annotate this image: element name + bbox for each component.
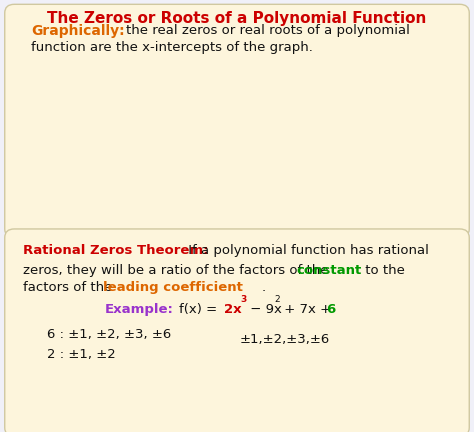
Text: If a polynomial function has rational: If a polynomial function has rational <box>184 244 429 257</box>
Text: Graphically:: Graphically: <box>31 24 125 38</box>
Text: function are the x-intercepts of the graph.: function are the x-intercepts of the gra… <box>31 41 313 54</box>
Text: The Zeros or Roots of a Polynomial Function: The Zeros or Roots of a Polynomial Funct… <box>47 11 427 26</box>
Text: 6: 6 <box>326 303 336 316</box>
Text: Zeros: Zeros <box>257 89 293 99</box>
Text: 2 : ±1, ±2: 2 : ±1, ±2 <box>47 348 116 361</box>
Text: zeros, they will be a ratio of the factors of the: zeros, they will be a ratio of the facto… <box>23 264 332 276</box>
Text: factors of the: factors of the <box>23 281 117 294</box>
Text: + 7x +: + 7x + <box>280 303 335 316</box>
Text: f(x) =: f(x) = <box>179 303 221 316</box>
Text: leading coefficient: leading coefficient <box>103 281 243 294</box>
Text: to the: to the <box>361 264 405 276</box>
Text: Rational Zeros Theorem:: Rational Zeros Theorem: <box>23 244 208 257</box>
Text: 2: 2 <box>274 295 280 305</box>
Text: .: . <box>262 281 266 294</box>
Text: Example:: Example: <box>104 303 173 316</box>
Text: 3: 3 <box>241 295 247 305</box>
Text: ±1,±2,±3,±6: ±1,±2,±3,±6 <box>239 333 329 346</box>
Text: − 9x: − 9x <box>246 303 283 316</box>
Text: the real zeros or real roots of a polynomial: the real zeros or real roots of a polyno… <box>126 24 410 37</box>
Text: 6 : ±1, ±2, ±3, ±6: 6 : ±1, ±2, ±3, ±6 <box>47 328 172 341</box>
Text: constant: constant <box>296 264 362 276</box>
Text: 2x: 2x <box>224 303 241 316</box>
